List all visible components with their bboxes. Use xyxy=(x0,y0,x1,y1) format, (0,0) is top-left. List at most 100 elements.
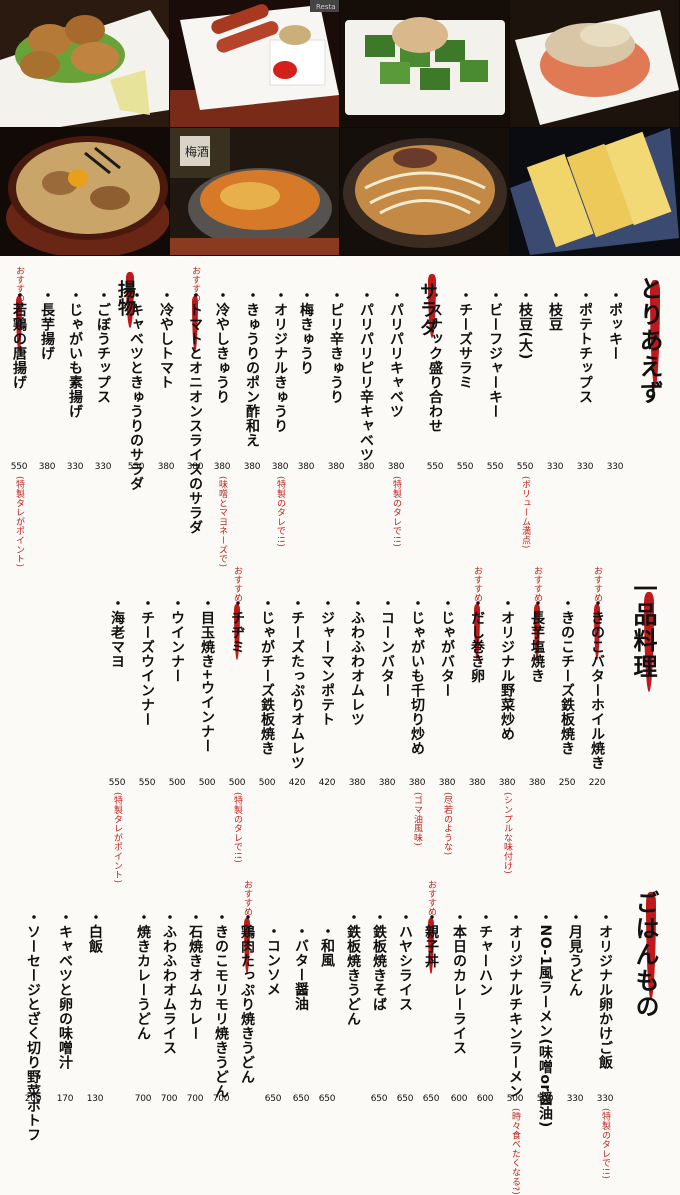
menu-item: ・和風 xyxy=(319,924,335,968)
brush-stroke xyxy=(650,280,660,388)
item-price: 380 xyxy=(408,778,426,788)
item-price: 650 xyxy=(264,1094,282,1104)
menu-item: ・チーズたっぷりオムレツ xyxy=(289,596,305,770)
menu-item: ・ふわふわオムレツ xyxy=(349,596,365,727)
item-price: 700 xyxy=(186,1094,204,1104)
item-note: (味噌とマヨネーズで) xyxy=(217,476,227,568)
tomato-salad-photo xyxy=(510,0,679,127)
menu-item: ・枝豆 xyxy=(547,288,563,332)
item-price: 650 xyxy=(292,1094,310,1104)
menu-item: ・ジャーマンポテト xyxy=(319,596,335,727)
brush-stroke xyxy=(644,592,654,692)
item-price: 380 xyxy=(327,462,345,472)
gratin-photo: 梅酒 xyxy=(170,128,339,255)
sign-text: Resta xyxy=(316,3,336,11)
recommend-label: おすすめ xyxy=(472,566,482,602)
item-price: 380 xyxy=(468,778,486,788)
brush-stroke xyxy=(126,272,134,328)
item-price: 700 xyxy=(160,1094,178,1104)
item-price: 380 xyxy=(157,462,175,472)
menu-item: ・バター醤油 xyxy=(293,924,309,1011)
menu-item: ・チーズウインナー xyxy=(139,596,155,727)
menu-item: ・チャーハン xyxy=(477,910,493,997)
menu-item: ・ごぼうチップス xyxy=(95,288,111,404)
item-note: (シンプルな味付け) xyxy=(502,792,512,875)
item-price: 600 xyxy=(450,1094,468,1104)
item-note: (時々食べたくなる?) xyxy=(510,1108,520,1195)
menu-item: ・きのこチーズ鉄板焼き xyxy=(559,596,575,756)
item-price: 550 xyxy=(108,778,126,788)
menu-item: ・コンソメ xyxy=(265,924,281,997)
item-price: 420 xyxy=(288,778,306,788)
item-price: 380 xyxy=(387,462,405,472)
item-price: 330 xyxy=(576,462,594,472)
item-price: 380 xyxy=(438,778,456,788)
menu-item: ・石焼きオムカレー xyxy=(187,910,203,1041)
section-heading: 一品料理 xyxy=(629,576,657,680)
recommend-label: おすすめ xyxy=(242,880,252,916)
brush-stroke xyxy=(534,604,540,660)
menu-item: ・じゃがいも素揚げ xyxy=(67,288,83,419)
sub-heading: サラダ xyxy=(417,282,438,336)
menu-item: ・ウインナー xyxy=(169,596,185,683)
item-price: 650 xyxy=(318,1094,336,1104)
item-note: (特製のタレで!!) xyxy=(600,1108,610,1180)
menu-item: ・キャベツと卵の味噌汁 xyxy=(57,910,73,1070)
item-price: 700 xyxy=(212,1094,230,1104)
item-price: 330 xyxy=(606,462,624,472)
menu-item: ・目玉焼き+ウインナー xyxy=(199,596,215,754)
menu-item: ・長芋塩焼き xyxy=(529,596,545,683)
recommend-label: おすすめ xyxy=(592,566,602,602)
item-price: 550 xyxy=(138,778,156,788)
dashimaki-photo xyxy=(510,128,679,255)
menu-item: ・トマトとオニオンスライスのサラダ xyxy=(187,288,203,535)
item-note: (特製タレがポイント) xyxy=(112,792,122,884)
item-price: 500 xyxy=(506,1094,524,1104)
menu-item: ・白飯 xyxy=(87,910,103,954)
menu-item: ・きゅうりのポン酢和え xyxy=(244,288,260,448)
item-price: 600 xyxy=(476,1094,494,1104)
section-ippin: 一品料理 おすすめ ・きのこバターホイル焼き 220 ・きのこチーズ鉄板焼き 250 おすす… xyxy=(0,556,680,883)
item-price: 500 xyxy=(228,778,246,788)
item-note: (特製のタレで!!) xyxy=(232,792,242,864)
menu-item: ・鶏肉たっぷり焼きうどん xyxy=(239,910,255,1084)
item-price: 220 xyxy=(588,778,606,788)
menu-item: ・ソーセージとざく切り野菜ポトフ xyxy=(25,910,41,1142)
brush-stroke xyxy=(16,296,22,352)
item-price: 380 xyxy=(38,462,56,472)
item-price: 380 xyxy=(186,462,204,472)
menu-item: ・オリジナルチキンラーメン xyxy=(507,910,523,1099)
item-price: 550 xyxy=(10,462,28,472)
section-heading: ごはんもの xyxy=(631,890,659,1020)
menu-item: ・月見うどん xyxy=(567,910,583,997)
menu-item: ・親子丼 xyxy=(423,910,439,968)
menu-item: ・ピリ辛きゅうり xyxy=(328,288,344,404)
menu-item: ・チーズサラミ xyxy=(457,288,473,390)
sign-text: 梅酒 xyxy=(185,144,209,159)
recommend-label: おすすめ xyxy=(14,266,24,302)
menu-item: ・冷やしきゅうり xyxy=(214,288,230,404)
item-price: 500 xyxy=(258,778,276,788)
section-toriaezu: とりあえず ・ポッキー 330 ・ポテトチップス 330 ・枝豆 330 ・枝豆(大) 550 (… xyxy=(0,256,680,567)
menu-item: ・鉄板焼きそば xyxy=(371,910,387,1012)
item-price: 380 xyxy=(348,778,366,788)
recommend-label: おすすめ xyxy=(232,566,242,602)
menu-item: ・焼きカレーうどん xyxy=(135,910,151,1041)
menu-item: ・オリジナル卵かけご飯 xyxy=(597,910,613,1070)
item-price: 330 xyxy=(596,1094,614,1104)
menu-item: ・きのこモリモリ焼きうどん xyxy=(213,910,229,1099)
item-price: 380 xyxy=(297,462,315,472)
item-price: 700 xyxy=(134,1094,152,1104)
item-price: 420 xyxy=(318,778,336,788)
item-price: 650 xyxy=(396,1094,414,1104)
menu-item: ・だし巻き卵 xyxy=(469,596,485,683)
item-price: 130 xyxy=(86,1094,104,1104)
menu-item: ・ビーフジャーキー xyxy=(487,288,503,419)
brush-stroke xyxy=(234,604,240,660)
brush-stroke xyxy=(646,892,656,1000)
item-price: 330 xyxy=(566,1094,584,1104)
item-price: 500 xyxy=(168,778,186,788)
item-price: 380 xyxy=(378,778,396,788)
cucumber-photo xyxy=(340,0,509,127)
menu-item: ・本日のカレーライス xyxy=(451,910,467,1055)
